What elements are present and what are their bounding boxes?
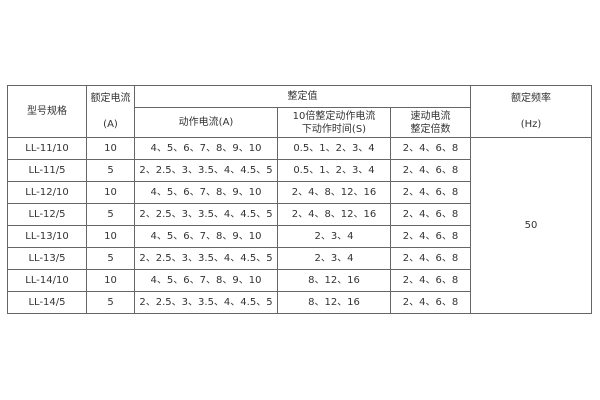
header-rated-frequency-unit: (Hz) <box>520 119 542 130</box>
cell-model: LL-12/10 <box>7 181 87 204</box>
cell-action-time: 2、4、8、12、16 <box>277 181 391 204</box>
header-rated-frequency-label: 额定频率 <box>511 93 552 104</box>
header-model: 型号规格 <box>7 85 87 138</box>
cell-current: 10 <box>86 269 135 292</box>
cell-quick: 2、4、6、8 <box>389 291 472 314</box>
cell-action-time: 0.5、1、2、3、4 <box>277 137 391 160</box>
cell-quick: 2、4、6、8 <box>389 181 472 204</box>
cell-current: 5 <box>86 247 135 270</box>
cell-quick: 2、4、6、8 <box>389 247 472 270</box>
table-row: LL-13/10 10 4、5、6、7、8、9、10 2、3、4 2、4、6、8 <box>7 225 592 248</box>
cell-action-current: 2、2.5、3、3.5、4、4.5、5 <box>134 203 278 226</box>
cell-model: LL-14/5 <box>7 291 87 314</box>
cell-current: 5 <box>86 159 135 182</box>
cell-model: LL-14/10 <box>7 269 87 292</box>
header-quick-multiple: 速动电流 整定倍数 <box>389 107 472 138</box>
cell-action-time: 2、3、4 <box>277 247 391 270</box>
cell-action-current: 2、2.5、3、3.5、4、4.5、5 <box>134 291 278 314</box>
cell-quick: 2、4、6、8 <box>389 225 472 248</box>
cell-model: LL-11/5 <box>7 159 87 182</box>
cell-model: LL-12/5 <box>7 203 87 226</box>
cell-quick: 2、4、6、8 <box>389 159 472 182</box>
cell-action-time: 8、12、16 <box>277 269 391 292</box>
cell-model: LL-11/10 <box>7 137 87 160</box>
cell-current: 10 <box>86 137 135 160</box>
header-quick-line1: 速动电流 <box>410 110 451 122</box>
header-action-time-line2: 下动作时间(S) <box>301 123 367 135</box>
header-rated-current-unit: (A) <box>103 119 118 130</box>
cell-action-current: 4、5、6、7、8、9、10 <box>134 269 278 292</box>
cell-current: 10 <box>86 225 135 248</box>
cell-quick: 2、4、6、8 <box>389 269 472 292</box>
header-action-time: 10倍整定动作电流 下动作时间(S) <box>277 107 391 138</box>
header-rated-current-label: 额定电流 <box>90 93 131 104</box>
cell-model: LL-13/5 <box>7 247 87 270</box>
cell-action-current: 2、2.5、3、3.5、4、4.5、5 <box>134 247 278 270</box>
header-quick-line2: 整定倍数 <box>410 123 451 135</box>
cell-frequency: 50 <box>470 137 593 314</box>
cell-quick: 2、4、6、8 <box>389 137 472 160</box>
cell-action-time: 2、4、8、12、16 <box>277 203 391 226</box>
cell-action-current: 4、5、6、7、8、9、10 <box>134 137 278 160</box>
cell-action-current: 2、2.5、3、3.5、4、4.5、5 <box>134 159 278 182</box>
header-setting-value: 整定值 <box>133 85 472 108</box>
table-row: LL-14/5 5 2、2.5、3、3.5、4、4.5、5 8、12、16 2、4、6、… <box>7 291 592 314</box>
cell-action-current: 4、5、6、7、8、9、10 <box>134 225 278 248</box>
cell-current: 10 <box>86 181 135 204</box>
table-row: LL-11/5 5 2、2.5、3、3.5、4、4.5、5 0.5、1、2、3、4 2、… <box>7 159 592 182</box>
table-row: LL-13/5 5 2、2.5、3、3.5、4、4.5、5 2、3、4 2、4、6、8 <box>7 247 592 270</box>
cell-action-time: 2、3、4 <box>277 225 391 248</box>
header-rated-current: 额定电流 (A) <box>86 85 135 138</box>
cell-action-time: 8、12、16 <box>277 291 391 314</box>
cell-quick: 2、4、6、8 <box>389 203 472 226</box>
cell-action-time: 0.5、1、2、3、4 <box>277 159 391 182</box>
table-row: LL-11/10 10 4、5、6、7、8、9、10 0.5、1、2、3、4 2、4、6… <box>7 137 593 314</box>
cell-current: 5 <box>86 203 135 226</box>
cell-model: LL-13/10 <box>7 225 87 248</box>
cell-current: 5 <box>86 291 135 314</box>
header-rated-frequency: 额定频率 (Hz) <box>470 85 593 138</box>
spec-table: 型号规格 额定电流 (A) 整定值 额定频率 (Hz) 动作电流(A) 10倍整定动… <box>7 85 593 314</box>
header-action-current: 动作电流(A) <box>134 107 278 138</box>
header-action-time-line1: 10倍整定动作电流 <box>292 110 376 122</box>
cell-action-current: 4、5、6、7、8、9、10 <box>134 181 278 204</box>
